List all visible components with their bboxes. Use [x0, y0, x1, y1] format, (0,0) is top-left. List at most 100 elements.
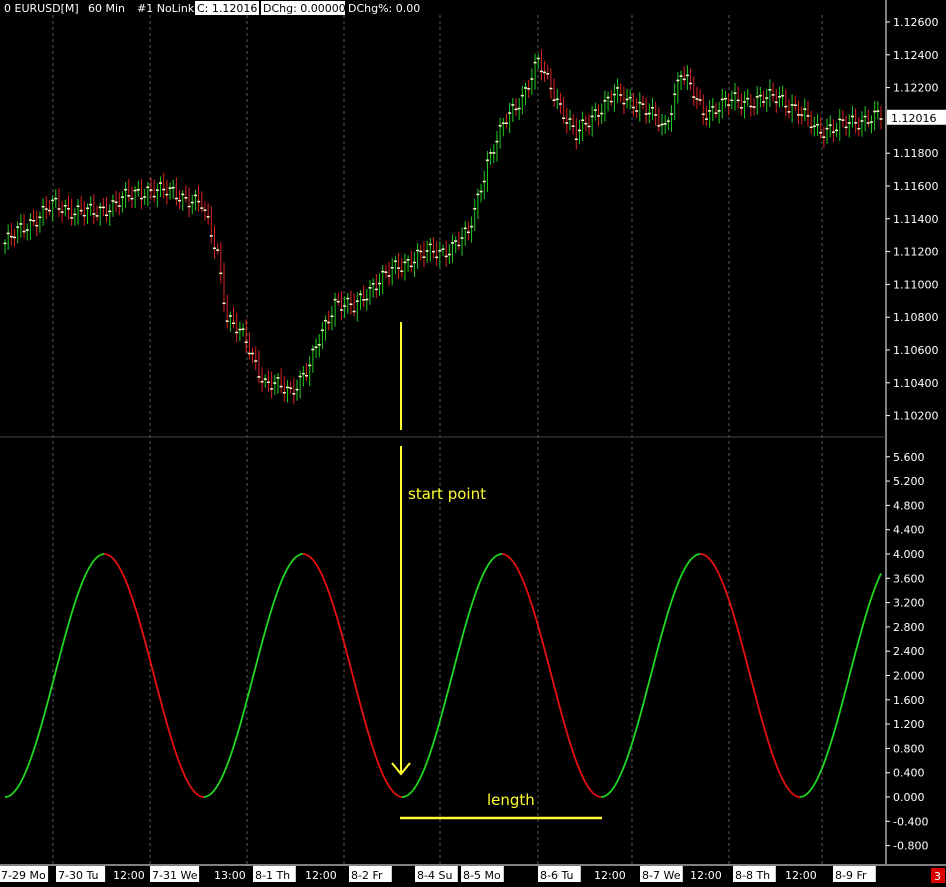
wave-segment	[293, 559, 294, 560]
wave-segment	[811, 788, 812, 789]
wave-segment	[564, 723, 565, 727]
wave-segment	[46, 705, 47, 709]
wave-segment	[422, 772, 423, 774]
wave-segment	[78, 591, 79, 594]
wave-segment	[135, 607, 136, 610]
wave-segment	[112, 558, 113, 559]
wave-segment	[247, 696, 248, 700]
wave-segment	[237, 732, 238, 735]
wave-segment	[644, 698, 645, 702]
wave-segment	[787, 787, 788, 788]
wave-segment	[188, 782, 189, 784]
wave-segment	[466, 620, 467, 623]
wave-segment	[161, 702, 162, 706]
wave-segment	[752, 683, 753, 687]
wave-segment	[118, 565, 119, 567]
wave-segment	[841, 704, 842, 708]
price-tick-label: 1.11600	[893, 180, 939, 193]
wave-segment	[475, 592, 476, 595]
wave-segment	[618, 778, 619, 780]
wave-segment	[248, 692, 249, 696]
wave-segment	[610, 791, 611, 792]
alert-badge[interactable]: 3	[931, 868, 945, 883]
wave-segment	[21, 780, 22, 782]
wave-segment	[871, 596, 872, 599]
wave-segment	[569, 740, 570, 743]
wave-segment	[174, 747, 175, 750]
wave-segment	[352, 673, 353, 677]
wave-segment	[395, 794, 396, 795]
wave-segment	[848, 677, 849, 681]
wave-segment	[281, 580, 282, 582]
wave-segment	[852, 662, 853, 666]
wave-segment	[372, 745, 373, 748]
wave-segment	[728, 597, 729, 600]
wave-segment	[142, 630, 143, 634]
wave-segment	[131, 595, 132, 598]
wave-segment	[66, 629, 67, 633]
wave-segment	[212, 792, 213, 793]
wave-segment	[616, 782, 617, 784]
wave-segment	[637, 723, 638, 727]
wave-segment	[715, 567, 716, 569]
wave-segment	[75, 600, 76, 603]
time-axis-label: 13:00	[214, 869, 246, 882]
wave-segment	[869, 602, 870, 605]
wave-segment	[220, 779, 221, 781]
wave-segment	[804, 795, 805, 796]
wave-segment	[223, 773, 224, 775]
wave-segment	[824, 760, 825, 763]
wave-segment	[660, 637, 661, 641]
wave-segment	[342, 635, 343, 639]
wave-segment	[283, 575, 284, 577]
wave-segment	[809, 791, 810, 792]
wave-segment	[70, 616, 71, 619]
wave-segment	[635, 730, 636, 733]
indicator-tick-label: 0.000	[893, 791, 925, 804]
wave-segment	[358, 696, 359, 700]
wave-segment	[55, 670, 56, 674]
wave-segment	[253, 673, 254, 677]
wave-segment	[617, 780, 618, 782]
wave-segment	[870, 599, 871, 602]
wave-segment	[246, 700, 247, 704]
wave-segment	[826, 755, 827, 758]
wave-segment	[71, 612, 72, 615]
wave-segment	[761, 716, 762, 720]
wave-segment	[449, 683, 450, 687]
indicator-tick-label: 2.800	[893, 621, 925, 634]
wave-segment	[332, 601, 333, 604]
wave-segment	[377, 760, 378, 763]
wave-segment	[19, 784, 20, 786]
wave-segment	[685, 566, 686, 568]
wave-segment	[873, 590, 874, 593]
wave-segment	[350, 665, 351, 669]
wave-segment	[867, 608, 868, 611]
wave-segment	[776, 764, 777, 767]
time-axis-label: 12:00	[113, 869, 145, 882]
wave-segment	[810, 789, 811, 790]
wave-segment	[661, 633, 662, 637]
wave-segment	[122, 572, 123, 574]
wave-segment	[769, 744, 770, 747]
wave-segment	[170, 734, 171, 737]
wave-segment	[424, 767, 425, 769]
wave-segment	[556, 693, 557, 697]
wave-segment	[663, 626, 664, 630]
wave-segment	[540, 633, 541, 637]
wave-segment	[510, 558, 511, 559]
wave-segment	[758, 705, 759, 709]
wave-segment	[343, 639, 344, 643]
wave-segment	[747, 664, 748, 668]
wave-segment	[50, 690, 51, 694]
price-tick-label: 1.11400	[893, 213, 939, 226]
wave-segment	[517, 568, 518, 570]
wave-segment	[413, 789, 414, 790]
wave-segment	[321, 573, 322, 575]
wave-segment	[550, 670, 551, 674]
wave-segment	[288, 566, 289, 568]
wave-segment	[327, 587, 328, 590]
wave-segment	[157, 687, 158, 691]
